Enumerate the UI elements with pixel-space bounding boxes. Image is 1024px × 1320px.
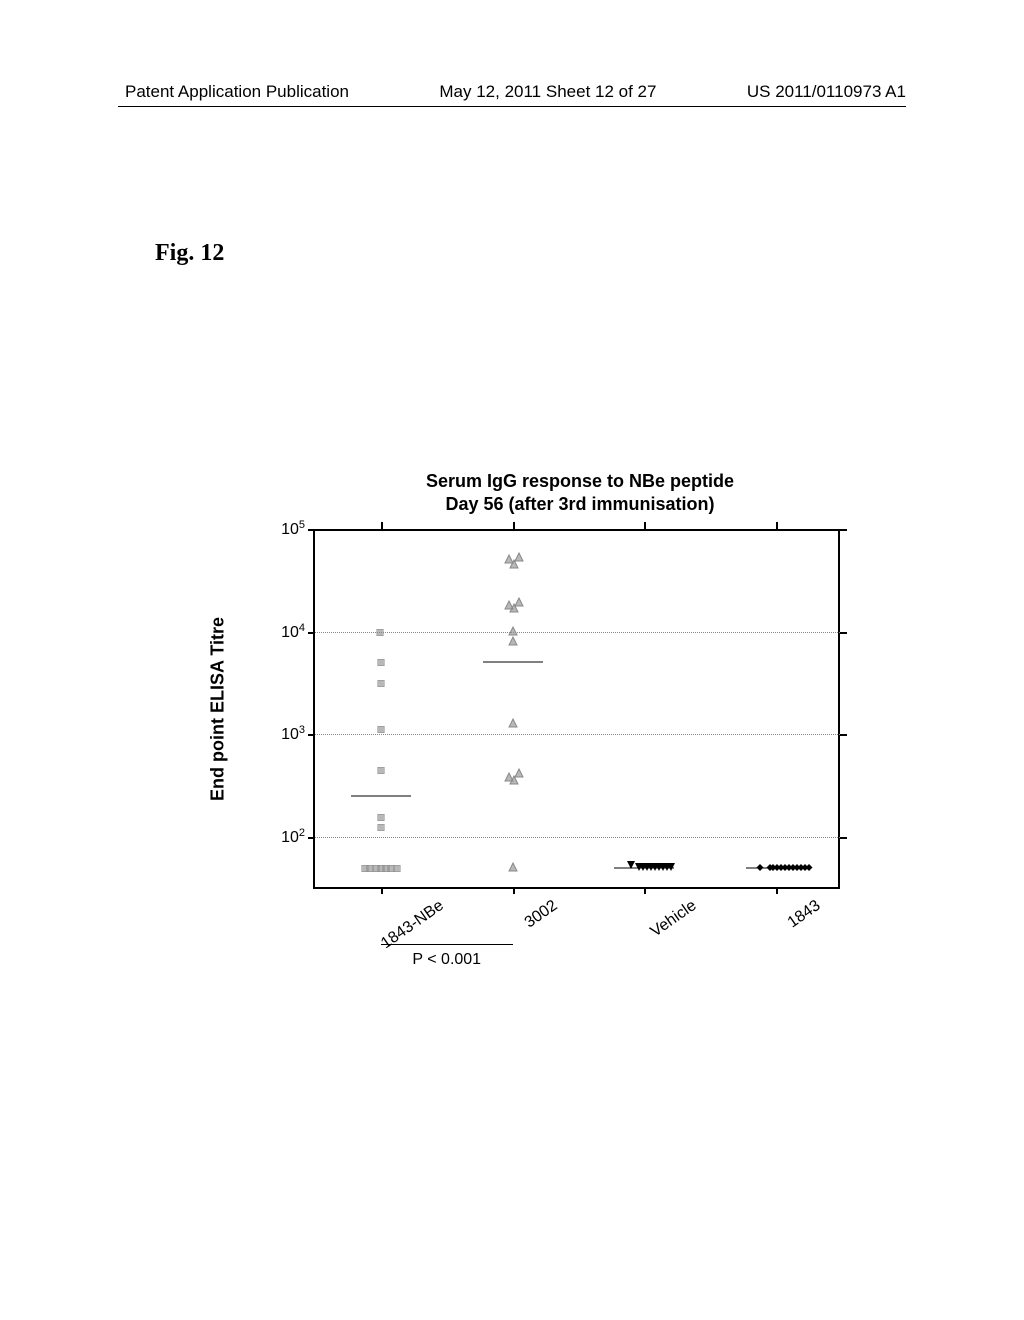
gridline — [315, 837, 840, 838]
header-center: May 12, 2011 Sheet 12 of 27 — [439, 82, 656, 102]
p-value-bracket — [381, 944, 513, 945]
data-point — [514, 549, 524, 567]
y-tick-right — [840, 837, 847, 839]
x-tick-label: 3002 — [521, 897, 560, 932]
x-tick — [776, 887, 778, 894]
chart-title: Serum IgG response to NBe peptide Day 56… — [320, 470, 840, 517]
page-header: Patent Application Publication May 12, 2… — [0, 82, 1024, 102]
y-tick-right — [840, 632, 847, 634]
plot-area: 1021031041051843-NBe3002Vehicle1843P < 0… — [313, 529, 840, 889]
x-tick-top — [644, 522, 646, 529]
x-tick — [381, 887, 383, 894]
median-line — [746, 868, 806, 869]
header-divider — [118, 106, 906, 107]
y-tick — [308, 734, 315, 736]
median-line — [614, 868, 674, 869]
chart-title-line1: Serum IgG response to NBe peptide — [320, 470, 840, 493]
y-tick-label: 105 — [281, 519, 305, 539]
data-point — [514, 765, 524, 783]
x-tick-top — [381, 522, 383, 529]
data-point — [508, 715, 518, 733]
gridline — [315, 632, 840, 633]
data-point — [376, 623, 383, 641]
chart-title-line2: Day 56 (after 3rd immunisation) — [320, 493, 840, 516]
gridline — [315, 734, 840, 735]
p-value-label: P < 0.001 — [412, 951, 481, 969]
y-tick-right — [840, 734, 847, 736]
x-tick — [513, 887, 515, 894]
data-point — [377, 720, 384, 738]
data-point — [508, 633, 518, 651]
y-tick-label: 103 — [281, 724, 305, 744]
y-tick-right — [840, 529, 847, 531]
plot-right-border — [838, 529, 840, 887]
figure-label: Fig. 12 — [155, 240, 224, 267]
y-tick-label: 104 — [281, 621, 305, 641]
chart: Serum IgG response to NBe peptide Day 56… — [180, 470, 840, 889]
data-point — [377, 674, 384, 692]
x-tick — [644, 887, 646, 894]
y-tick — [308, 632, 315, 634]
y-tick-label: 102 — [281, 827, 305, 847]
data-point — [508, 859, 518, 877]
data-point — [514, 594, 524, 612]
median-line — [483, 662, 543, 663]
header-right: US 2011/0110973 A1 — [747, 82, 906, 102]
data-point — [377, 653, 384, 671]
x-tick-label: Vehicle — [648, 897, 701, 941]
x-tick-top — [776, 522, 778, 529]
plot-top-border — [315, 529, 840, 531]
header-left: Patent Application Publication — [125, 82, 349, 102]
x-tick-label: 1843 — [785, 897, 824, 932]
x-tick-top — [513, 522, 515, 529]
data-point — [393, 859, 400, 877]
data-point — [377, 818, 384, 836]
y-tick — [308, 529, 315, 531]
median-line — [351, 796, 411, 797]
y-axis-label: End point ELISA Titre — [208, 617, 229, 801]
chart-area: End point ELISA Titre 1021031041051843-N… — [260, 529, 840, 889]
y-tick — [308, 837, 315, 839]
data-point — [377, 761, 384, 779]
